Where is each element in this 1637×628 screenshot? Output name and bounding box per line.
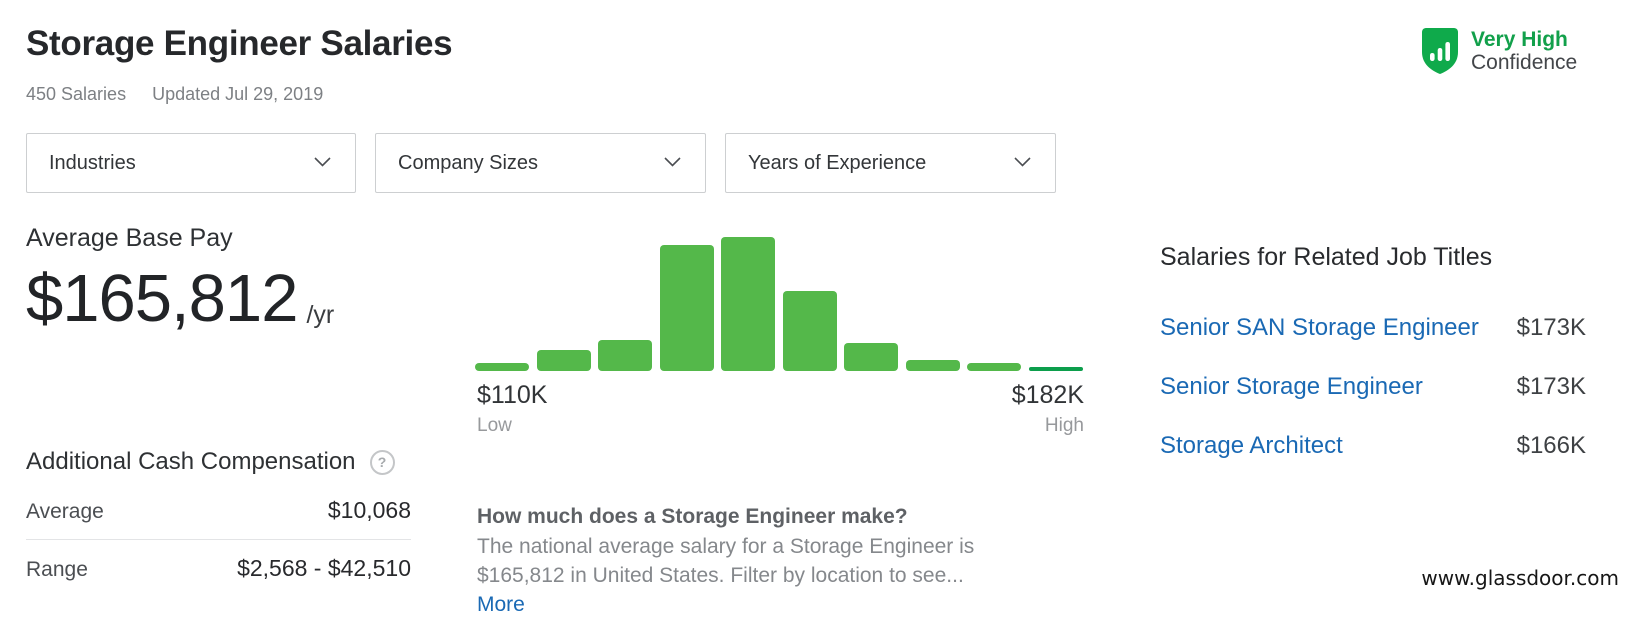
related-jobs-section: Salaries for Related Job Titles Senior S… bbox=[1160, 243, 1586, 460]
histogram-high-label: $182K High bbox=[900, 381, 1084, 436]
average-base-pay-amount: $165,812 /yr bbox=[26, 260, 334, 337]
high-value: $182K bbox=[1011, 381, 1084, 409]
about-body: The national average salary for a Storag… bbox=[477, 532, 1005, 619]
comp-range-value: $2,568 - $42,510 bbox=[237, 555, 411, 581]
base-pay-period: /yr bbox=[306, 301, 335, 329]
chevron-down-icon bbox=[1014, 154, 1031, 172]
related-job-salary: $166K bbox=[1516, 432, 1586, 459]
related-jobs-heading: Salaries for Related Job Titles bbox=[1160, 243, 1493, 271]
histogram-bar bbox=[905, 360, 960, 371]
about-question: How much does a Storage Engineer make? bbox=[477, 505, 908, 528]
table-row: Range $2,568 - $42,510 bbox=[26, 540, 411, 597]
histogram-bar bbox=[967, 363, 1022, 371]
page-subtitle: 450 Salaries Updated Jul 29, 2019 bbox=[26, 84, 323, 105]
low-caption: Low bbox=[477, 415, 512, 436]
chevron-down-icon bbox=[314, 154, 331, 172]
additional-comp-heading-text: Additional Cash Compensation bbox=[26, 448, 356, 475]
filter-industries[interactable]: Industries bbox=[26, 133, 356, 193]
histogram-bar bbox=[536, 350, 591, 371]
histogram-bar bbox=[782, 291, 837, 371]
related-job-link-senior-storage-engineer[interactable]: Senior Storage Engineer bbox=[1160, 373, 1423, 400]
chevron-down-icon bbox=[664, 154, 681, 172]
list-item: Senior SAN Storage Engineer $173K bbox=[1160, 314, 1586, 342]
histogram-bar bbox=[475, 363, 529, 371]
histogram-bar bbox=[721, 237, 776, 371]
about-section: How much does a Storage Engineer make? T… bbox=[477, 502, 1005, 619]
confidence-label: Confidence bbox=[1471, 51, 1578, 74]
filter-years-experience[interactable]: Years of Experience bbox=[725, 133, 1056, 193]
filter-company-sizes[interactable]: Company Sizes bbox=[375, 133, 706, 193]
high-caption: High bbox=[1044, 415, 1084, 436]
comp-range-label: Range bbox=[26, 558, 88, 581]
about-body-text: The national average salary for a Storag… bbox=[477, 535, 975, 587]
help-icon[interactable]: ? bbox=[369, 449, 395, 475]
base-pay-value: $165,812 bbox=[26, 261, 298, 336]
glassdoor-watermark: www.glassdoor.com bbox=[1421, 566, 1619, 590]
histogram-low-label: $110K Low bbox=[477, 381, 548, 436]
filter-company-sizes-label: Company Sizes bbox=[398, 151, 539, 174]
updated-date: Updated Jul 29, 2019 bbox=[152, 84, 324, 104]
related-job-salary: $173K bbox=[1516, 373, 1586, 400]
confidence-level: Very High bbox=[1471, 28, 1568, 51]
salary-histogram-bars bbox=[475, 237, 1083, 371]
list-item: Senior Storage Engineer $173K bbox=[1160, 373, 1586, 401]
more-link[interactable]: More bbox=[477, 593, 525, 616]
additional-comp-table: Average $10,068 Range $2,568 - $42,510 bbox=[26, 482, 411, 597]
salary-count: 450 Salaries bbox=[26, 84, 127, 104]
page-title: Storage Engineer Salaries bbox=[26, 24, 453, 63]
comp-average-value: $10,068 bbox=[327, 497, 411, 523]
related-job-link-storage-architect[interactable]: Storage Architect bbox=[1160, 432, 1343, 459]
filter-years-experience-label: Years of Experience bbox=[748, 151, 927, 174]
low-value: $110K bbox=[477, 381, 548, 409]
list-item: Storage Architect $166K bbox=[1160, 432, 1586, 460]
histogram-bar bbox=[659, 245, 714, 371]
table-row: Average $10,068 bbox=[26, 482, 411, 540]
histogram-bar bbox=[844, 343, 899, 371]
related-job-salary: $173K bbox=[1516, 314, 1586, 341]
histogram-bar bbox=[1028, 367, 1083, 371]
related-job-link-senior-san-storage-engineer[interactable]: Senior SAN Storage Engineer bbox=[1160, 314, 1479, 341]
filter-industries-label: Industries bbox=[49, 151, 136, 174]
additional-comp-heading: Additional Cash Compensation ? bbox=[26, 448, 395, 476]
comp-average-label: Average bbox=[26, 500, 104, 523]
confidence-badge: Very High Confidence bbox=[1422, 28, 1577, 79]
average-base-pay-heading: Average Base Pay bbox=[26, 224, 233, 252]
histogram-bar bbox=[598, 340, 653, 371]
shield-bar-chart-icon bbox=[1422, 28, 1458, 79]
